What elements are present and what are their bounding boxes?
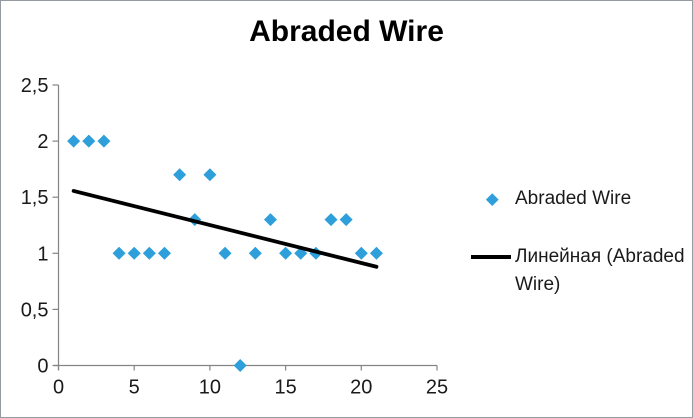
x-tick-label: 10 [199, 377, 221, 399]
x-tick-label: 0 [53, 377, 64, 399]
legend-entry-series: Abraded Wire [469, 185, 692, 213]
x-tick-label: 25 [426, 377, 448, 399]
y-tick-label: 1 [37, 243, 48, 265]
trendline-swatch-icon [471, 255, 511, 259]
data-point [203, 168, 217, 182]
data-point [112, 246, 126, 260]
data-point [157, 246, 171, 260]
trendline [71, 189, 379, 269]
y-tick-label: 1,5 [21, 187, 49, 209]
legend-series-label: Abraded Wire [515, 188, 632, 209]
chart-title: Abraded Wire [249, 15, 444, 48]
y-tick-label: 0 [37, 356, 48, 378]
x-tick-label: 5 [129, 377, 140, 399]
legend-marker-column [469, 243, 515, 259]
data-point [263, 213, 277, 227]
data-point [324, 213, 338, 227]
data-point [339, 213, 353, 227]
x-tick-label: 20 [350, 377, 372, 399]
data-point [173, 168, 187, 182]
data-point [127, 246, 141, 260]
legend-trendline-label: Линейная (Abraded Wire) [515, 246, 685, 295]
data-point [97, 134, 111, 148]
y-tick-label: 2 [37, 131, 48, 153]
data-point [369, 246, 383, 260]
data-point [218, 246, 232, 260]
data-point [248, 246, 262, 260]
data-point [354, 246, 368, 260]
data-point [67, 134, 81, 148]
data-point [82, 134, 96, 148]
data-point [142, 246, 156, 260]
data-point [279, 246, 293, 260]
x-tick-label: 15 [274, 377, 296, 399]
data-point [233, 359, 247, 372]
diamond-marker-icon [485, 192, 499, 206]
y-tick-label: 0,5 [21, 299, 49, 321]
y-tick-label: 2,5 [21, 75, 49, 97]
legend-marker-column [469, 192, 515, 206]
legend-entry-trendline: Линейная (Abraded Wire) [469, 243, 692, 299]
